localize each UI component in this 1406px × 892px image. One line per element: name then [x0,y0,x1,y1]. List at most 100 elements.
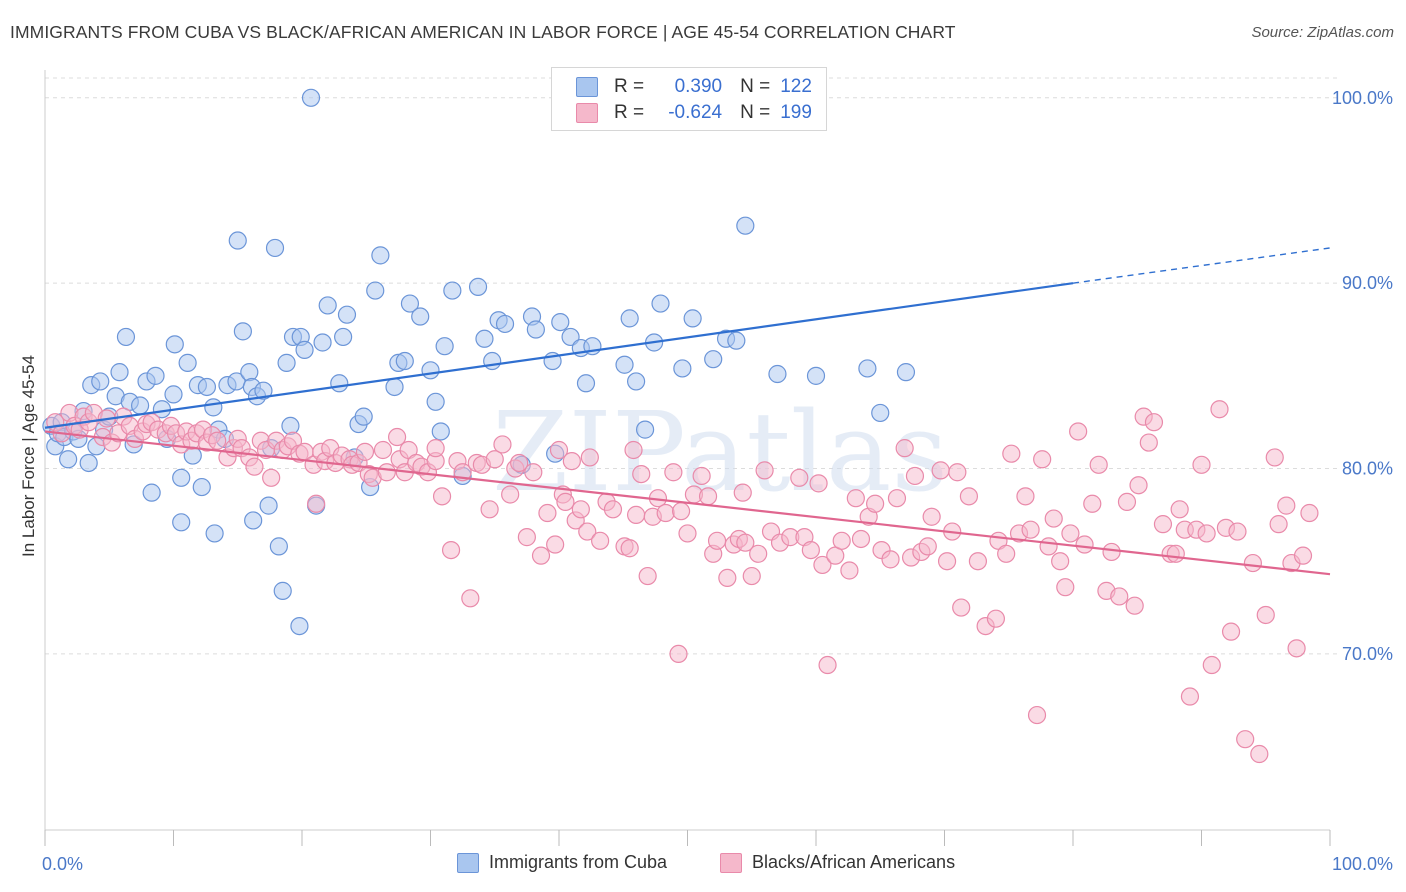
data-point[interactable] [146,366,165,385]
data-point[interactable] [165,335,184,354]
data-point[interactable] [387,427,407,447]
data-point[interactable] [245,457,264,476]
data-point[interactable] [1265,448,1284,467]
data-point[interactable] [110,363,129,382]
data-point[interactable] [330,374,349,393]
data-point[interactable] [615,355,634,374]
data-point[interactable] [432,487,452,506]
data-point[interactable] [603,500,623,519]
data-point[interactable] [858,359,877,378]
data-point[interactable] [704,350,723,369]
data-point[interactable] [493,435,512,454]
data-point[interactable] [1129,476,1148,495]
data-point[interactable] [578,522,597,541]
data-point[interactable] [742,566,761,586]
data-point[interactable] [651,294,670,313]
data-point[interactable] [997,544,1016,563]
data-point[interactable] [1033,450,1052,469]
data-point[interactable] [683,309,702,328]
data-point[interactable] [922,507,941,526]
data-point[interactable] [337,305,357,324]
data-point[interactable] [806,366,826,385]
data-point[interactable] [1027,705,1047,725]
data-point[interactable] [968,552,988,571]
data-point[interactable] [495,314,515,334]
data-point[interactable] [1256,605,1275,625]
data-point[interactable] [749,544,768,563]
data-point[interactable] [1210,400,1229,419]
data-point[interactable] [1243,553,1263,573]
data-point[interactable] [59,450,78,469]
data-point[interactable] [373,440,393,460]
data-point[interactable] [277,353,296,372]
data-point[interactable] [91,372,110,391]
data-point[interactable] [626,372,646,391]
data-point[interactable] [1016,487,1035,506]
data-point[interactable] [1117,492,1137,512]
data-point[interactable] [205,524,224,543]
data-point[interactable] [431,422,450,441]
data-point[interactable] [290,616,309,636]
data-point[interactable] [204,398,223,417]
data-point[interactable] [551,312,570,332]
data-point[interactable] [538,503,557,523]
data-point[interactable] [1075,535,1094,554]
data-point[interactable] [1144,413,1164,432]
data-point[interactable] [501,485,520,504]
data-point[interactable] [1083,494,1102,513]
data-point[interactable] [371,246,390,265]
data-point[interactable] [334,327,353,347]
data-point[interactable] [1139,433,1158,452]
data-point[interactable] [1287,639,1306,658]
data-point[interactable] [733,483,752,502]
data-point[interactable] [295,340,314,360]
data-point[interactable] [1221,622,1241,641]
data-point[interactable] [896,363,916,382]
data-point[interactable] [846,489,865,508]
data-point[interactable] [620,309,639,328]
data-point[interactable] [905,466,925,486]
data-point[interactable] [1192,455,1211,474]
data-point[interactable] [1293,546,1313,565]
data-point[interactable] [475,329,494,348]
data-point[interactable] [366,281,385,300]
data-point[interactable] [1056,578,1075,597]
data-point[interactable] [1236,730,1255,749]
data-point[interactable] [809,474,828,493]
data-point[interactable] [952,598,971,617]
data-point[interactable] [692,466,711,486]
data-point[interactable] [441,540,461,560]
data-point[interactable] [626,505,646,524]
data-point[interactable] [546,535,565,554]
data-point[interactable] [561,327,580,347]
data-point[interactable] [1170,500,1189,519]
data-point[interactable] [736,216,755,235]
data-point[interactable] [485,450,504,469]
legend-item-black[interactable]: Blacks/African Americans [720,852,955,873]
data-point[interactable] [937,552,957,571]
data-point[interactable] [142,483,161,502]
data-point[interactable] [669,644,688,664]
data-point[interactable] [1061,524,1080,543]
data-point[interactable] [228,231,247,250]
data-point[interactable] [281,416,300,436]
data-point[interactable] [673,359,692,378]
data-point[interactable] [377,463,396,482]
data-point[interactable] [1197,524,1216,543]
data-point[interactable] [172,513,191,532]
data-point[interactable] [461,589,480,608]
data-point[interactable] [832,531,851,550]
data-point[interactable] [620,539,639,558]
data-point[interactable] [664,463,683,482]
data-point[interactable] [571,500,590,519]
data-point[interactable] [562,452,581,471]
data-point[interactable] [400,294,420,313]
data-point[interactable] [556,492,575,512]
data-point[interactable] [480,500,499,519]
data-point[interactable] [172,468,191,487]
data-point[interactable] [1277,496,1296,515]
data-point[interactable] [1269,515,1288,534]
data-point[interactable] [840,561,859,580]
data-point[interactable] [79,453,98,473]
data-point[interactable] [1102,542,1121,562]
